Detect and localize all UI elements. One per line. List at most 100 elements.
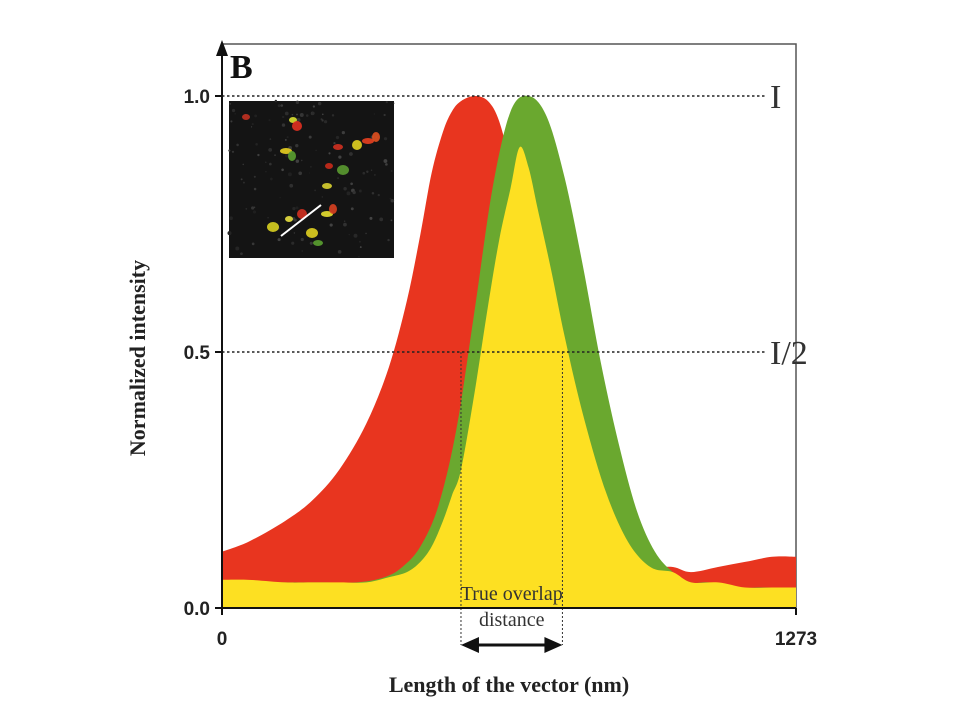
- inset-fluorescent-spot: [285, 216, 293, 222]
- inset-fluorescent-spot: [297, 209, 307, 219]
- inset-fluorescent-spot: [242, 114, 250, 120]
- axes: 0.0 0.5 1.0 0 1273: [184, 40, 817, 650]
- inset-noise-speck: [281, 123, 286, 127]
- inset-noise-speck: [348, 233, 350, 236]
- inset-fluorescent-spot: [322, 183, 332, 189]
- inset-noise-speck: [359, 246, 362, 249]
- inset-noise-speck: [333, 141, 336, 145]
- inset-noise-speck: [279, 196, 281, 199]
- y-tick-label-0: 0.0: [184, 599, 210, 620]
- inset-noise-speck: [265, 170, 267, 173]
- inset-noise-speck: [314, 189, 317, 192]
- inset-noise-speck: [253, 187, 257, 191]
- overlap-area: [222, 146, 796, 609]
- inset-fluorescent-spot: [325, 163, 333, 169]
- x-tick-label-1: 1273: [775, 629, 817, 650]
- inset-noise-speck: [295, 143, 299, 148]
- panel-label: B: [230, 49, 253, 86]
- inset-noise-speck: [350, 182, 353, 186]
- inset-fluorescent-spot: [352, 140, 362, 150]
- inset-noise-speck: [337, 250, 342, 254]
- inset-noise-speck: [379, 217, 384, 222]
- inset-noise-speck: [289, 183, 294, 188]
- y-axis-title: Normalized intensity: [125, 260, 150, 456]
- inset-noise-speck: [295, 206, 299, 210]
- inset-fluorescent-spot: [267, 222, 279, 232]
- inset-noise-speck: [390, 219, 393, 222]
- inset-vector-line: [280, 204, 322, 237]
- inset-noise-speck: [295, 100, 300, 104]
- inset-noise-speck: [250, 126, 253, 128]
- inset-noise-speck: [274, 99, 278, 103]
- inset-noise-speck: [274, 154, 276, 157]
- inset-fluorescent-spot: [292, 121, 302, 131]
- inset-noise-speck: [308, 172, 310, 174]
- inset-noise-speck: [229, 216, 233, 221]
- inset-noise-speck: [393, 102, 395, 104]
- inset-noise-speck: [366, 170, 369, 173]
- x-tick-label-0: 0: [217, 629, 228, 650]
- inset-noise-speck: [281, 168, 284, 172]
- inset-noise-speck: [383, 113, 386, 117]
- inset-noise-speck: [335, 135, 340, 140]
- inset-noise-speck: [296, 113, 298, 116]
- inset-noise-speck: [253, 175, 256, 178]
- inset-noise-speck: [277, 238, 281, 242]
- inset-noise-speck: [231, 150, 235, 153]
- inset-noise-speck: [383, 159, 388, 163]
- overlap-annotation: True overlap distance: [460, 352, 563, 653]
- inset-noise-speck: [390, 170, 393, 172]
- inset-fluorescent-spot: [306, 228, 318, 238]
- inset-noise-speck: [267, 216, 269, 219]
- inset-noise-speck: [300, 237, 304, 242]
- inset-noise-speck: [365, 232, 367, 235]
- reference-lines: I I/2: [222, 79, 808, 372]
- inset-fluorescent-spot: [288, 151, 296, 161]
- inset-noise-speck: [252, 210, 257, 214]
- inset-noise-speck: [281, 115, 285, 119]
- inset-noise-speck: [277, 104, 281, 108]
- inset-noise-speck: [251, 123, 254, 126]
- inset-fluorescent-spot: [372, 132, 380, 142]
- inset-fluorescent-spot: [333, 144, 343, 150]
- inset-noise-speck: [377, 193, 380, 197]
- inset-noise-speck: [268, 148, 273, 152]
- inset-noise-speck: [385, 163, 388, 166]
- inset-noise-speck: [268, 119, 271, 122]
- inset-noise-speck: [321, 113, 324, 116]
- inset-fluorescent-spot: [313, 240, 323, 246]
- inset-noise-speck: [352, 190, 356, 195]
- inset-noise-speck: [362, 171, 366, 175]
- overlap-annotation-line2: distance: [479, 609, 545, 631]
- inset-noise-speck: [337, 177, 339, 179]
- inset-noise-speck: [292, 207, 296, 211]
- inset-noise-speck: [293, 232, 296, 234]
- inset-noise-speck: [358, 255, 360, 258]
- inset-noise-speck: [373, 113, 376, 115]
- inset-noise-speck: [358, 189, 362, 193]
- inset-noise-speck: [269, 138, 272, 140]
- inset-noise-speck: [242, 181, 245, 184]
- inset-noise-speck: [287, 172, 292, 177]
- inset-noise-speck: [341, 131, 345, 135]
- inset-noise-speck: [269, 162, 272, 166]
- inset-noise-speck: [343, 186, 347, 191]
- inset-noise-speck: [389, 197, 392, 200]
- inset-noise-speck: [312, 105, 316, 108]
- inset-noise-speck: [295, 159, 300, 163]
- inset-noise-speck: [284, 138, 287, 141]
- inset-noise-speck: [390, 198, 395, 203]
- inset-noise-speck: [296, 118, 301, 122]
- inset-noise-speck: [305, 114, 309, 117]
- inset-noise-speck: [291, 113, 294, 116]
- inset-noise-speck: [329, 223, 333, 227]
- inset-noise-speck: [300, 159, 303, 162]
- inset-noise-speck: [370, 169, 373, 171]
- inset-noise-speck: [245, 208, 248, 210]
- inset-noise-speck: [291, 241, 295, 245]
- inset-noise-speck: [321, 119, 324, 122]
- inset-noise-speck: [231, 108, 236, 113]
- inset-noise-speck: [235, 246, 240, 251]
- inset-noise-speck: [371, 191, 375, 195]
